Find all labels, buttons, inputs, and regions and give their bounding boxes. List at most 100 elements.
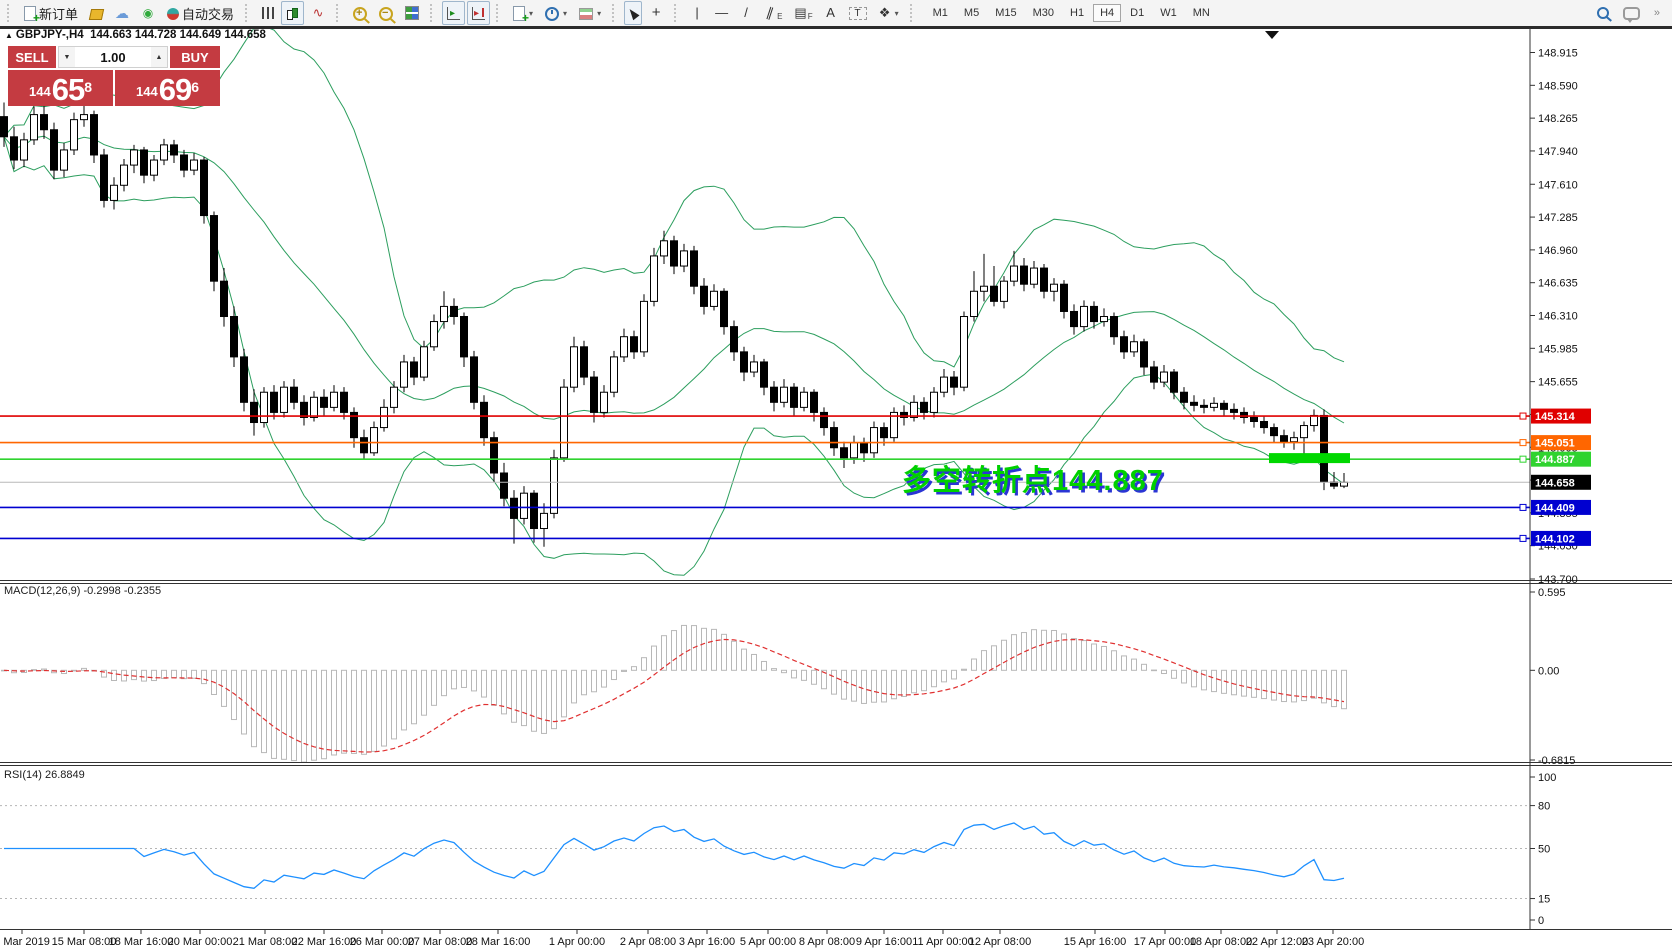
zoom-out-button[interactable] — [374, 1, 398, 25]
timeframe-H1[interactable]: H1 — [1070, 7, 1085, 19]
pane-border[interactable] — [0, 929, 1672, 930]
pane-border[interactable] — [0, 762, 1672, 763]
vertical-line-icon: | — [695, 5, 699, 20]
shapes-button[interactable]: ❖ ▾ — [874, 1, 904, 25]
macd-histogram-bar — [811, 669, 817, 685]
pane-border[interactable] — [0, 765, 1672, 766]
vertical-line-button[interactable]: | — [686, 1, 708, 25]
sell-price[interactable]: 144 65 8 — [8, 70, 113, 106]
pane-border[interactable] — [0, 27, 1672, 29]
text-label-button[interactable]: T — [844, 1, 872, 25]
pane-border[interactable] — [0, 580, 1672, 581]
algo-trading-button[interactable]: 自动交易 — [162, 1, 239, 25]
candle-body — [160, 144, 168, 161]
bollinger-band-line[interactable] — [3, 135, 1345, 424]
signals-icon: ◉ — [142, 6, 154, 20]
equidistant-channel-button[interactable]: ∥ E — [759, 1, 787, 25]
candle-body — [70, 119, 78, 151]
collapse-panel-arrow-icon[interactable]: ▲ — [5, 31, 13, 40]
chart-shift-marker-icon[interactable] — [1265, 31, 1279, 39]
periods-button[interactable]: ▾ — [540, 1, 572, 25]
hline-handle[interactable] — [1519, 503, 1527, 511]
indicators-dropdown-arrow-icon[interactable]: ▾ — [529, 8, 534, 18]
candle-body — [1060, 283, 1068, 312]
auto-scroll-button[interactable] — [442, 1, 466, 25]
macd-histogram-bar — [321, 669, 327, 760]
chat-icon[interactable] — [1622, 6, 1640, 23]
text-button[interactable]: A — [820, 1, 842, 25]
volume-input[interactable] — [75, 47, 151, 67]
signals-button[interactable]: ◉ — [136, 1, 160, 25]
toolbar-separator — [674, 4, 680, 22]
candle-body — [1140, 341, 1148, 368]
candlestick-chart-button[interactable] — [281, 1, 305, 25]
time-tick-label: 18 Apr 08:00 — [1190, 936, 1252, 948]
timeframe-MN[interactable]: MN — [1192, 7, 1210, 19]
search-icon[interactable] — [1596, 7, 1609, 19]
macd-histogram-bar — [171, 669, 177, 679]
fibonacci-button[interactable]: ▤ F — [789, 1, 817, 25]
timeframe-M15[interactable]: M15 — [995, 7, 1017, 19]
tile-windows-button[interactable] — [400, 1, 424, 25]
buy-price[interactable]: 144 69 6 — [115, 70, 220, 106]
timeframe-M5[interactable]: M5 — [963, 7, 980, 19]
line-chart-button[interactable]: ∿ — [306, 1, 330, 25]
macd-histogram-bar — [271, 669, 277, 759]
templates-button[interactable]: ▾ — [574, 1, 606, 25]
timeframe-W1[interactable]: W1 — [1160, 7, 1177, 19]
trendline-button[interactable]: / — [735, 1, 757, 25]
candle-body — [1200, 404, 1208, 408]
hline-handle[interactable] — [1519, 455, 1527, 463]
macd-histogram-bar — [921, 669, 927, 692]
timeframe-H4[interactable]: H4 — [1093, 4, 1122, 22]
macd-histogram-bar — [481, 669, 487, 698]
timeframe-M30[interactable]: M30 — [1032, 7, 1054, 19]
zoom-in-button[interactable] — [348, 1, 372, 25]
chart-annotation-text[interactable]: 多空转折点144.887 — [902, 465, 1164, 497]
crosshair-button[interactable]: + — [644, 1, 668, 25]
macd-histogram-bar — [311, 669, 317, 761]
candle-body — [80, 114, 88, 121]
volume-decrease-button[interactable]: ▼ — [59, 47, 75, 67]
sell-button[interactable]: SELL — [8, 46, 56, 68]
hline-handle[interactable] — [1519, 534, 1527, 542]
volume-increase-button[interactable]: ▲ — [151, 47, 167, 67]
macd-histogram-bar — [791, 669, 797, 679]
macd-histogram-bar — [281, 669, 287, 760]
chart-shift-button[interactable] — [467, 1, 491, 25]
templates-dropdown-arrow-icon[interactable]: ▾ — [597, 8, 602, 18]
price-tick-label: 145.655 — [1538, 377, 1578, 389]
rsi-tick-label: 0 — [1538, 915, 1544, 927]
toolbar-separator — [245, 4, 251, 22]
hline-handle[interactable] — [1519, 412, 1527, 420]
candle-body — [660, 240, 668, 257]
macd-histogram-bar — [851, 669, 857, 702]
macd-histogram-bar — [1061, 633, 1067, 671]
buy-button[interactable]: BUY — [170, 46, 220, 68]
indicators-button[interactable]: ▾ — [508, 1, 538, 25]
candle-body — [1160, 371, 1168, 383]
toolbar-overflow-icon[interactable]: » — [1653, 7, 1660, 19]
macd-histogram-bar — [1321, 669, 1327, 704]
timeframe-M1[interactable]: M1 — [932, 7, 948, 19]
bar-chart-button[interactable] — [257, 1, 279, 25]
timeframe-D1[interactable]: D1 — [1130, 7, 1145, 19]
cursor-button[interactable] — [624, 1, 643, 25]
annotation-rectangle[interactable] — [1269, 453, 1350, 464]
community-button[interactable]: ☁ — [110, 1, 134, 25]
horizontal-line-button[interactable]: — — [710, 1, 733, 25]
axes-layer[interactable]: 148.915 148.590 148.265 147.940 147.610 147.2… — [0, 27, 1672, 948]
candle-body — [90, 114, 98, 156]
macd-histogram-bar — [301, 669, 307, 762]
price-line-label — [1531, 451, 1591, 467]
macd-histogram-bar — [81, 667, 87, 671]
hline-handle[interactable] — [1519, 439, 1527, 447]
bollinger-band-line[interactable] — [3, 26, 1345, 368]
price-tick-label: 147.610 — [1538, 179, 1578, 191]
periods-dropdown-arrow-icon[interactable]: ▾ — [563, 8, 568, 18]
time-tick-label: 22 Mar 16:00 — [292, 936, 357, 948]
pane-border[interactable] — [0, 583, 1672, 584]
new-order-button[interactable]: 新订单 — [19, 1, 83, 25]
shapes-dropdown-arrow-icon[interactable]: ▾ — [894, 8, 899, 18]
